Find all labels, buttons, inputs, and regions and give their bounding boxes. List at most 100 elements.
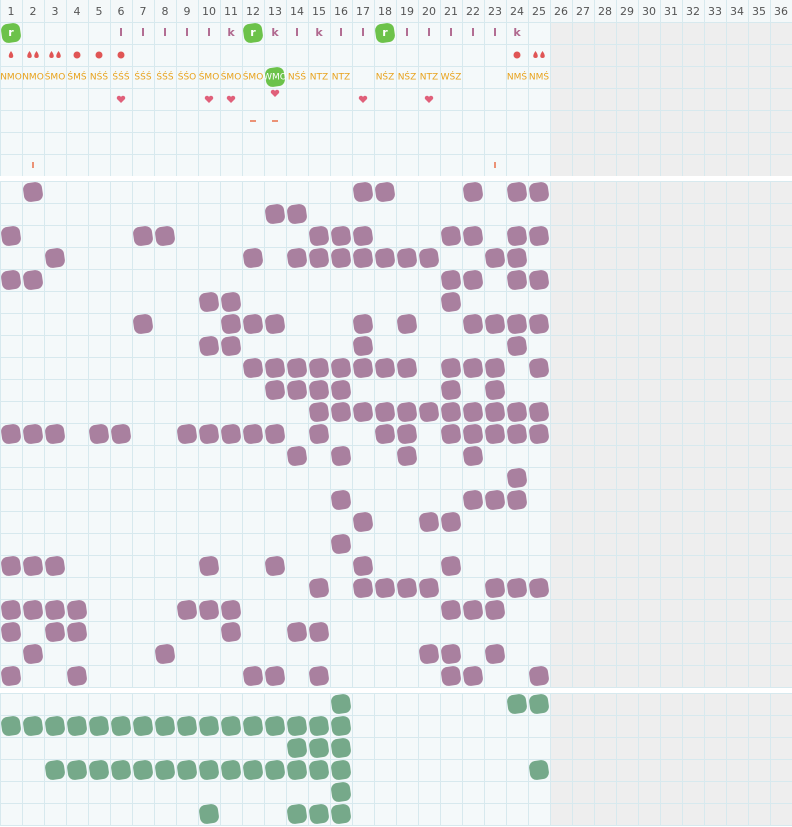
note-blob	[89, 716, 109, 736]
code-label: NMO	[22, 73, 44, 83]
symptom-blob	[353, 248, 373, 268]
note-blob	[331, 782, 351, 802]
symptom-blob	[441, 666, 461, 686]
code-label: ŚŚŚ	[156, 71, 173, 83]
heart	[116, 95, 126, 103]
symptom-blob	[485, 358, 505, 378]
day-number: 34	[730, 5, 744, 18]
symptom-blob	[507, 314, 527, 334]
code-label: ŚŚŚ	[112, 71, 129, 83]
symptom-blob	[331, 226, 351, 246]
note-blob	[309, 716, 329, 736]
symptom-blob	[375, 578, 395, 598]
code-badge	[265, 67, 285, 87]
symptom-blob	[265, 204, 285, 224]
symptom-blob	[133, 226, 153, 246]
symptom-blob	[397, 358, 417, 378]
activity-label: r	[382, 26, 388, 39]
bleeding-drop	[27, 51, 32, 58]
symptom-blob	[353, 512, 373, 532]
day-number: 23	[488, 5, 502, 18]
code-label: NTZ	[332, 73, 350, 83]
symptom-blob	[1, 600, 21, 620]
symptom-blob	[243, 358, 263, 378]
symptom-blob	[287, 248, 307, 268]
note-blob	[287, 738, 307, 758]
symptom-blob	[23, 644, 43, 664]
note-blob	[1, 716, 21, 736]
symptom-blob	[397, 314, 417, 334]
activity-label: l	[405, 26, 409, 39]
bleeding-dot	[73, 51, 81, 59]
symptom-blob	[507, 402, 527, 422]
day-number: 3	[52, 5, 59, 18]
symptom-blob	[243, 248, 263, 268]
activity-label: k	[271, 26, 279, 39]
symptom-blob	[397, 402, 417, 422]
note-blob	[45, 760, 65, 780]
note-blob	[287, 760, 307, 780]
symptom-blob	[287, 204, 307, 224]
symptom-blob	[463, 446, 483, 466]
symptom-blob	[529, 578, 549, 598]
symptom-blob	[441, 402, 461, 422]
symptom-blob	[441, 380, 461, 400]
symptom-blob	[441, 644, 461, 664]
code-label: ŚMO	[221, 71, 242, 83]
symptom-blob	[507, 226, 527, 246]
activity-badge	[375, 23, 395, 43]
symptom-blob	[441, 424, 461, 444]
day-number: 29	[620, 5, 634, 18]
symptom-blob	[441, 292, 461, 312]
day-number: 36	[774, 5, 788, 18]
symptom-blob	[463, 182, 483, 202]
symptom-blob	[221, 336, 241, 356]
bleeding-drop	[540, 51, 545, 58]
day-number: 2	[30, 5, 37, 18]
code-label: NŚZ	[398, 71, 417, 83]
symptom-blob	[507, 182, 527, 202]
symptom-blob	[463, 226, 483, 246]
note-blob	[177, 716, 197, 736]
symptom-blob	[441, 226, 461, 246]
symptom-blob	[199, 556, 219, 576]
activity-label: l	[163, 26, 167, 39]
symptom-blob	[485, 600, 505, 620]
symptom-blob	[243, 424, 263, 444]
symptom-blob	[309, 424, 329, 444]
symptom-blob	[375, 248, 395, 268]
code-label: NTZ	[420, 73, 438, 83]
day-number: 31	[664, 5, 678, 18]
activity-label: k	[227, 26, 235, 39]
symptom-blob	[397, 424, 417, 444]
note-blob	[331, 716, 351, 736]
day-number: 13	[268, 5, 282, 18]
symptom-blob	[221, 314, 241, 334]
code-label: WMO	[263, 73, 287, 83]
activity-label: l	[339, 26, 343, 39]
note-blob	[155, 760, 175, 780]
symptom-blob	[309, 248, 329, 268]
symptom-blob	[331, 534, 351, 554]
note-blob	[199, 760, 219, 780]
note-blob	[309, 804, 329, 824]
symptom-blob	[419, 402, 439, 422]
day-number: 1	[8, 5, 15, 18]
day-number: 9	[184, 5, 191, 18]
symptom-blob	[529, 182, 549, 202]
symptom-blob	[331, 380, 351, 400]
heart	[204, 95, 214, 103]
symptom-blob	[507, 336, 527, 356]
code-label: NMŚ	[529, 71, 549, 83]
symptom-blob	[485, 402, 505, 422]
day-number: 22	[466, 5, 480, 18]
symptom-blob	[1, 226, 21, 246]
code-label: NTZ	[310, 73, 328, 83]
note-blob	[287, 716, 307, 736]
note-blob	[529, 694, 549, 714]
symptom-blob	[507, 248, 527, 268]
code-label: NMO	[0, 73, 22, 83]
symptom-blob	[265, 666, 285, 686]
note-blob	[67, 760, 87, 780]
